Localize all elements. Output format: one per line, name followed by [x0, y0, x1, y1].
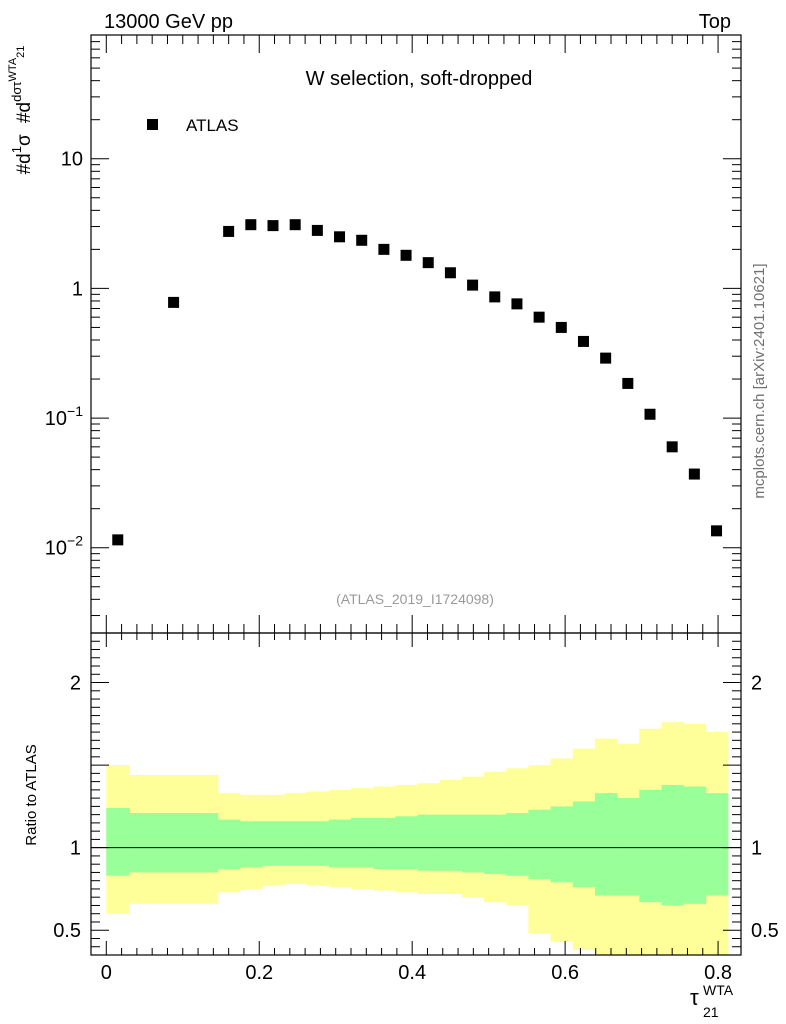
- stat-band-bin: [306, 821, 330, 866]
- legend-marker: [147, 119, 158, 130]
- data-point: [400, 249, 412, 261]
- main-y-axis-title: #d1σ #ddστWTA21: [7, 46, 35, 175]
- stat-band-bin: [639, 789, 662, 903]
- x-tick-label: 0: [101, 962, 112, 984]
- data-point: [600, 352, 612, 364]
- stat-band-bin: [461, 814, 485, 873]
- stat-band-bin: [617, 798, 640, 896]
- data-point: [644, 408, 656, 420]
- analysis-id: (ATLAS_2019_I1724098): [336, 591, 494, 607]
- stat-band-bin: [284, 821, 308, 866]
- data-point: [577, 335, 589, 347]
- x-tick-label: 0.4: [398, 962, 426, 984]
- stat-band-bin: [240, 821, 263, 868]
- stat-band-bin: [572, 801, 596, 888]
- data-point: [168, 296, 180, 308]
- data-point: [267, 220, 279, 232]
- ratio-y-tick-label: 1: [70, 838, 81, 860]
- data-point: [622, 377, 634, 389]
- stat-band-bin: [506, 812, 529, 876]
- x-axis-title: τ WTA 21: [690, 982, 734, 1020]
- stat-band-bin: [705, 793, 729, 896]
- data-points: [112, 219, 723, 546]
- energy-label: 13000 GeV pp: [104, 11, 233, 33]
- data-point: [467, 279, 479, 291]
- chart-title: W selection, soft-dropped: [306, 68, 533, 90]
- data-point: [112, 534, 124, 546]
- ratio-y-tick-label: 2: [70, 673, 81, 695]
- stat-band-bin: [439, 814, 463, 871]
- ratio-y-tick-label-right: 0.5: [751, 920, 779, 942]
- stat-band-bin: [484, 814, 507, 875]
- data-point: [666, 441, 678, 453]
- y-tick-label: 1: [72, 278, 83, 300]
- ratio-y-tick-label: 0.5: [53, 920, 81, 942]
- stat-band-bin: [594, 793, 618, 896]
- data-point: [245, 219, 257, 231]
- svg-text:21: 21: [703, 1004, 719, 1020]
- uncertainty-bands: [106, 722, 729, 955]
- stat-band-bin: [328, 819, 352, 868]
- data-point: [511, 298, 523, 310]
- main-y-tick-labels: 10−2 10−1 1 10: [45, 149, 83, 560]
- svg-text:WTA: WTA: [703, 982, 734, 998]
- ratio-y-tick-labels: 0.5 0.5 1 1 2 2: [53, 673, 779, 943]
- stat-band-bin: [417, 814, 441, 871]
- stat-band-bin: [217, 819, 241, 870]
- x-tick-label: 0.2: [245, 962, 273, 984]
- main-axis-ticks: [91, 34, 741, 633]
- ratio-y-axis-title: Ratio to ATLAS: [23, 744, 40, 845]
- data-point: [444, 267, 456, 279]
- data-point: [378, 243, 390, 255]
- stat-band-bin: [528, 809, 551, 880]
- svg-text:#d1σ #ddστWTA21: #d1σ #ddστWTA21: [7, 46, 35, 175]
- ratio-frame: [90, 632, 742, 956]
- x-tick-labels: 0 0.2 0.4 0.6 0.8: [101, 962, 732, 984]
- data-point: [289, 219, 301, 231]
- stat-band-bin: [351, 817, 374, 868]
- y-tick-label: 10−1: [45, 403, 83, 430]
- y-tick-label: 10−2: [45, 533, 83, 560]
- ratio-y-tick-label-right: 2: [751, 673, 762, 695]
- stat-band-bin: [262, 821, 285, 866]
- ratio-axis-ticks: [91, 633, 741, 956]
- ratio-panel: 0.5 0.5 1 1 2 2 0 0.2 0.4 0.6 0.8 Ratio to ATLAS: [23, 632, 779, 984]
- stat-band-bin: [550, 806, 574, 883]
- data-point: [356, 234, 368, 246]
- data-point: [489, 291, 501, 303]
- stat-band-bin: [395, 816, 418, 870]
- y-tick-label: 10: [61, 149, 83, 171]
- svg-text:τ: τ: [690, 985, 699, 1010]
- x-tick-label: 0.8: [704, 962, 732, 984]
- data-point: [422, 257, 434, 269]
- mcplots-watermark: mcplots.cern.ch [arXiv:2401.10621]: [751, 263, 768, 498]
- stat-band-bin: [106, 808, 130, 876]
- data-point: [334, 231, 346, 243]
- main-panel: 10−2 10−1 1 10 W selection, soft-dropped AT…: [45, 34, 742, 634]
- stat-band-bin: [661, 784, 685, 906]
- data-point: [223, 225, 235, 237]
- stat-band-bin: [683, 786, 707, 904]
- data-point: [688, 468, 700, 480]
- data-point: [533, 311, 545, 323]
- stat-band-bin: [373, 817, 396, 870]
- legend-label: ATLAS: [186, 116, 239, 135]
- data-point: [711, 525, 723, 537]
- process-label: Top: [699, 11, 731, 33]
- data-point: [311, 224, 323, 236]
- stat-band-bin: [129, 812, 219, 873]
- ratio-y-tick-label-right: 1: [751, 838, 762, 860]
- x-tick-label: 0.6: [551, 962, 579, 984]
- data-point: [555, 321, 567, 333]
